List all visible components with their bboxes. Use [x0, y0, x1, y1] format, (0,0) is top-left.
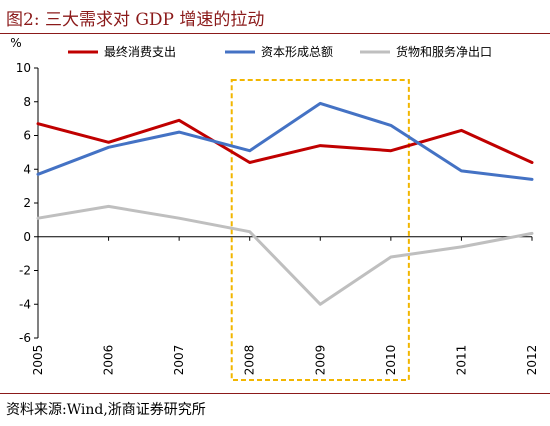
- figure-header: 图2: 三大需求对 GDP 增速的拉动: [0, 0, 550, 34]
- figure-title: 图2: 三大需求对 GDP 增速的拉动: [6, 10, 265, 30]
- x-tick-label: 2007: [172, 345, 186, 376]
- y-tick-label: -2: [19, 264, 31, 278]
- highlight-rect: [230, 79, 410, 381]
- y-tick-label: -4: [19, 297, 31, 311]
- y-tick-label: 10: [16, 61, 31, 75]
- y-axis-unit-label: %: [10, 36, 21, 50]
- series-line-1: [36, 118, 534, 164]
- x-tick-label: 2008: [243, 345, 257, 376]
- y-tick-label: 8: [23, 95, 31, 109]
- x-tick-label: 2006: [102, 345, 116, 376]
- series-line-3: [36, 204, 534, 306]
- figure-source: 资料来源:Wind,浙商证券研究所: [6, 402, 206, 418]
- highlight-box: [230, 79, 410, 381]
- x-tick-label: 2012: [525, 345, 539, 376]
- legend-label: 最终消费支出: [104, 44, 176, 59]
- x-tick-label: 2010: [384, 345, 398, 376]
- source-divider: [0, 393, 550, 394]
- y-tick-label: 2: [23, 196, 31, 210]
- legend-label: 货物和服务净出口: [396, 44, 492, 59]
- x-tick-label: 2005: [31, 345, 45, 376]
- y-tick-label: 0: [23, 230, 31, 244]
- x-tick-label: 2009: [313, 345, 327, 376]
- y-tick-label: 4: [23, 162, 31, 176]
- legend-label: 资本形成总额: [261, 45, 333, 59]
- x-tick-label: 2011: [454, 345, 468, 376]
- chart-axes: -6 -4 -2 0 2 4 6 8 10% 2005 2006 2007 2008 2009 2010 20…: [10, 36, 539, 375]
- series-line-2: [36, 101, 534, 181]
- chart-legend: 最终消费支出 资本形成总额 货物和服务净出口: [68, 44, 492, 59]
- chart-series: [36, 101, 534, 306]
- y-tick-label: 6: [23, 129, 31, 143]
- y-tick-label: -6: [19, 331, 31, 345]
